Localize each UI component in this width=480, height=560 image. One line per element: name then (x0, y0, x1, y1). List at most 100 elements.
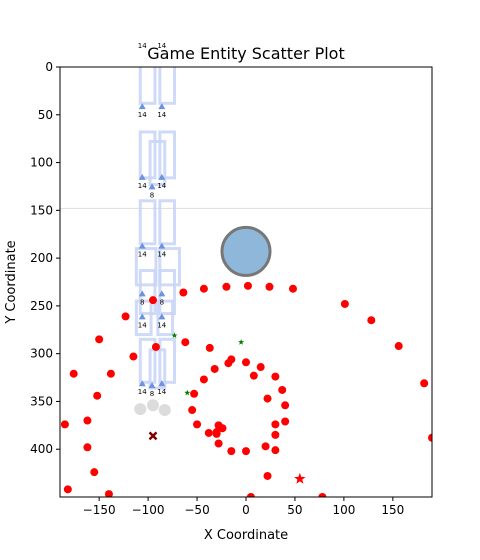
tower-frame (138, 199, 157, 246)
enemy-point (263, 394, 272, 403)
enemy-point (242, 447, 250, 456)
top-tower-labels: 14 14 (138, 42, 167, 50)
enemy-point (129, 352, 138, 361)
enemy-point (428, 433, 432, 442)
enemy-point (104, 490, 113, 497)
x-axis-ticks: −150 −100 −50 0 50 100 150 (83, 497, 404, 517)
x-tick-label: 0 (242, 503, 250, 517)
enemy-point (261, 442, 270, 451)
tower-marker (158, 290, 166, 297)
enemy-point (271, 420, 280, 429)
tower-marker (138, 173, 146, 180)
tower-marker (158, 380, 166, 387)
enemy-point (214, 439, 223, 448)
misc-entity-layer (134, 332, 245, 441)
y-tick-label: 100 (30, 156, 53, 170)
enemy-point (199, 284, 208, 293)
enemy-layer (60, 281, 432, 497)
enemy-point (149, 296, 157, 305)
ghost-marker (134, 403, 147, 416)
enemy-point (83, 416, 92, 425)
enemy-point (265, 282, 274, 291)
enemy-point (193, 420, 202, 429)
tower-top-label: 14 (157, 42, 166, 50)
y-tick-label: 200 (30, 251, 53, 265)
y-tick-label: 0 (45, 60, 53, 74)
tower-label: 14 (157, 321, 166, 329)
enemy-point (60, 420, 69, 429)
x-tick-label: 100 (332, 503, 355, 517)
enemy-point (271, 430, 280, 439)
enemy-point (212, 429, 221, 438)
enemy-star (294, 472, 306, 484)
enemy-point (204, 428, 213, 437)
player-entity (220, 225, 272, 277)
x-marker (148, 431, 158, 441)
ghost-marker (158, 404, 171, 417)
tower-marker (138, 290, 146, 297)
enemy-point (205, 343, 214, 352)
enemy-point (227, 447, 236, 456)
bush-marker (171, 332, 178, 339)
enemy-point (256, 363, 265, 372)
tower-marker (138, 313, 146, 320)
tower-frame (138, 130, 157, 180)
enemy-point (281, 401, 290, 410)
tower-label: 8 (140, 298, 144, 306)
y-tick-label: 350 (30, 394, 53, 408)
enemy-point (420, 379, 429, 388)
tower-marker (148, 382, 156, 389)
bush-marker (184, 389, 191, 396)
enemy-point (121, 312, 130, 321)
enemy-point (249, 371, 258, 380)
enemy-point (151, 342, 160, 351)
tower-marker (158, 313, 166, 320)
enemy-point (242, 358, 250, 367)
tower-marker (138, 103, 146, 110)
tower-top-label: 14 (138, 42, 147, 50)
y-tick-label: 400 (30, 442, 53, 456)
enemy-point (271, 446, 280, 455)
tower-frame (158, 67, 177, 105)
tower-marker (158, 173, 166, 180)
y-axis-label: Y Coordinate (4, 240, 19, 324)
y-tick-label: 50 (38, 108, 53, 122)
y-axis-ticks: 0 50 100 150 200 250 300 350 400 (30, 60, 60, 456)
tower-label: 14 (138, 321, 147, 329)
bush-marker (238, 339, 245, 345)
chart-title: Game Entity Scatter Plot (147, 44, 344, 63)
tower-frame (158, 337, 177, 384)
tower-label: 14 (157, 111, 166, 119)
x-tick-label: −100 (132, 503, 165, 517)
enemy-point (93, 391, 102, 400)
tower-label: 14 (138, 388, 147, 396)
tower-frame (158, 269, 177, 316)
tower-label: 14 (157, 182, 166, 190)
y-tick-label: 300 (30, 347, 53, 361)
tower-marker (138, 242, 146, 249)
tower-label: 14 (157, 388, 166, 396)
x-tick-label: −50 (184, 503, 209, 517)
enemy-point (281, 417, 290, 426)
enemy-point (271, 372, 280, 381)
enemy-point (394, 342, 403, 351)
tower-label: 8 (160, 298, 164, 306)
tower-frame (156, 299, 175, 337)
x-tick-label: 50 (287, 503, 302, 517)
tower-label: 14 (138, 251, 147, 259)
tower-marker (148, 183, 156, 190)
tower-frame (138, 337, 157, 384)
enemy-point (246, 493, 255, 497)
y-tick-label: 150 (30, 203, 53, 217)
player-layer (220, 225, 272, 277)
x-tick-label: 150 (381, 503, 404, 517)
enemy-point (83, 443, 92, 452)
x-tick-label: −150 (83, 503, 116, 517)
enemy-point (179, 288, 188, 297)
enemy-point (188, 406, 197, 415)
tower-label: 8 (150, 191, 154, 199)
enemy-point (69, 369, 78, 378)
tower-frame (134, 247, 158, 287)
